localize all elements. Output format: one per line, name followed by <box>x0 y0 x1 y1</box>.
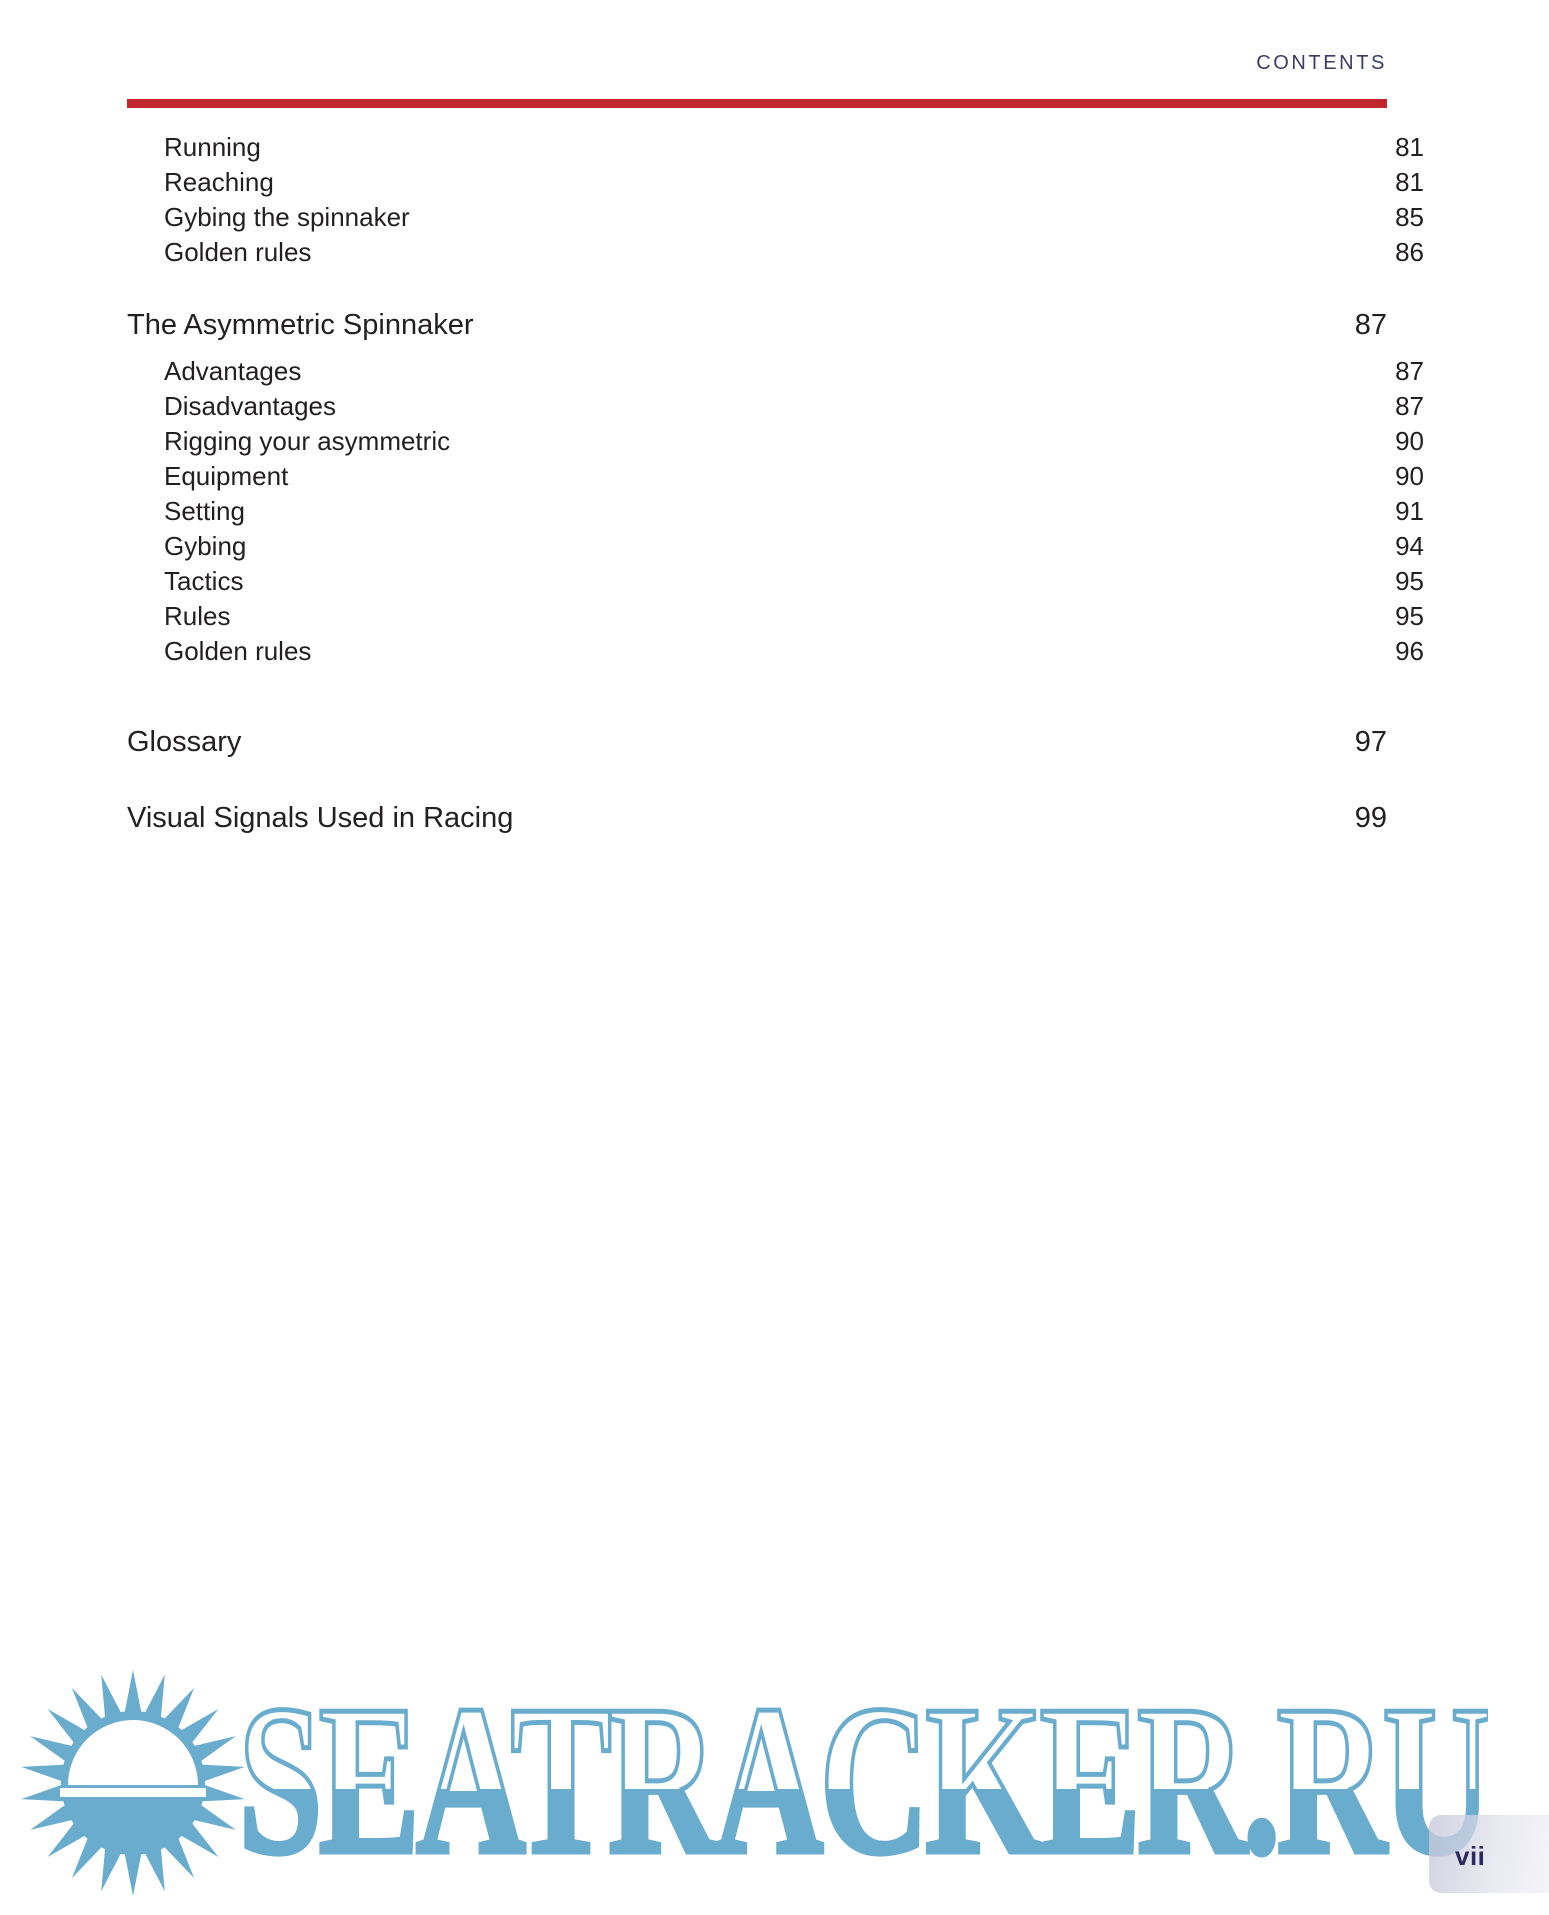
toc-entry-page-number: 95 <box>1395 566 1424 596</box>
toc-entry-row[interactable]: Advantages 87 <box>127 354 1424 389</box>
toc-entry-page-number: 85 <box>1395 202 1424 232</box>
toc-entry-page-number: 81 <box>1395 132 1424 162</box>
toc-group: Glossary 97 Visual Signals Used in Racing 9… <box>127 713 1387 847</box>
toc-entry-label: Reaching <box>164 167 274 197</box>
toc-entry-page-number: 97 <box>1354 726 1387 758</box>
toc-entry-row[interactable]: Golden rules 96 <box>127 634 1424 669</box>
toc-entry-label: Equipment <box>164 461 289 491</box>
toc-entry-row[interactable]: Golden rules 86 <box>127 235 1424 270</box>
toc-entry-label: Golden rules <box>164 636 312 666</box>
toc-entry-row[interactable]: Gybing the spinnaker 85 <box>127 200 1424 235</box>
toc-entry-row[interactable]: Reaching 81 <box>127 165 1424 200</box>
toc-entry-label: Glossary <box>127 726 242 758</box>
toc-entry-page-number: 87 <box>1395 356 1424 386</box>
toc-entry-page-number: 90 <box>1395 461 1424 491</box>
toc-entry-label: Tactics <box>164 566 244 596</box>
header-rule <box>127 99 1387 108</box>
toc-entry-row[interactable]: Running 81 <box>127 130 1424 165</box>
sun-burst-icon <box>21 1670 245 1896</box>
toc-entry-row[interactable]: Equipment 90 <box>127 459 1424 494</box>
folio-badge: vii <box>1429 1815 1549 1893</box>
toc-entry-page-number: 99 <box>1354 802 1387 834</box>
table-of-contents: Running 81 Reaching 81 Gybing the spinnaker 8… <box>127 130 1424 847</box>
toc-entry-page-number: 86 <box>1395 237 1424 267</box>
toc-entry-row[interactable]: Rules 95 <box>127 599 1424 634</box>
toc-section-row[interactable]: Visual Signals Used in Racing 99 <box>127 789 1387 847</box>
toc-entry-page-number: 94 <box>1395 531 1424 561</box>
toc-entry-label: Disadvantages <box>164 391 336 421</box>
toc-entry-page-number: 95 <box>1395 601 1424 631</box>
toc-entry-row[interactable]: Tactics 95 <box>127 564 1424 599</box>
section-gap <box>127 669 1387 713</box>
toc-entry-page-number: 90 <box>1395 426 1424 456</box>
toc-section-row[interactable]: The Asymmetric Spinnaker 87 <box>127 296 1387 354</box>
toc-group: Running 81 Reaching 81 Gybing the spinnaker 8… <box>127 130 1424 270</box>
toc-entry-page-number: 87 <box>1354 309 1387 341</box>
toc-entry-page-number: 81 <box>1395 167 1424 197</box>
toc-entry-label: Running <box>164 132 261 162</box>
toc-entry-label: The Asymmetric Spinnaker <box>127 309 474 341</box>
section-gap <box>127 270 1387 296</box>
watermark: SEATRACKER.RU vii <box>0 1660 1549 1915</box>
entry-gap <box>127 771 1387 789</box>
page-number: vii <box>1455 1841 1486 1871</box>
toc-entry-label: Gybing <box>164 531 247 561</box>
toc-entry-page-number: 91 <box>1395 496 1424 526</box>
toc-entry-label: Gybing the spinnaker <box>164 202 410 232</box>
toc-entry-label: Rigging your asymmetric <box>164 426 451 456</box>
toc-entry-label: Rules <box>164 601 231 631</box>
seatracker-wordmark: SEATRACKER.RU <box>238 1674 1488 1894</box>
running-header: CONTENTS <box>1256 52 1387 74</box>
toc-entry-label: Golden rules <box>164 237 312 267</box>
toc-entry-label: Advantages <box>164 356 302 386</box>
toc-entry-label: Visual Signals Used in Racing <box>127 802 514 834</box>
toc-entry-row[interactable]: Setting 91 <box>127 494 1424 529</box>
toc-entry-page-number: 87 <box>1395 391 1424 421</box>
toc-entry-page-number: 96 <box>1395 636 1424 666</box>
toc-entry-row[interactable]: Disadvantages 87 <box>127 389 1424 424</box>
toc-group: The Asymmetric Spinnaker 87 Advantages 87 Di… <box>127 296 1424 669</box>
toc-entry-label: Setting <box>164 496 245 526</box>
toc-entry-row[interactable]: Rigging your asymmetric 90 <box>127 424 1424 459</box>
toc-entry-row[interactable]: Gybing 94 <box>127 529 1424 564</box>
toc-section-row[interactable]: Glossary 97 <box>127 713 1387 771</box>
svg-text:SEATRACKER.RU: SEATRACKER.RU <box>238 1674 1488 1894</box>
